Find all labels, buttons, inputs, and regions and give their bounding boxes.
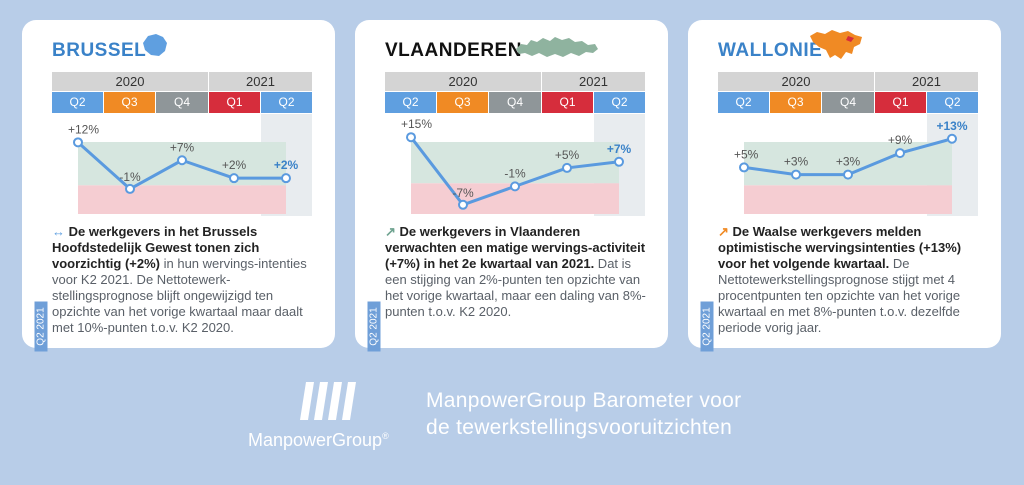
- data-label: +2%: [274, 158, 299, 172]
- footer-title-line-1: ManpowerGroup Barometer voor: [426, 389, 742, 412]
- quarter-cell: Q2: [718, 92, 769, 113]
- manpowergroup-logo-icon: [300, 382, 356, 420]
- wallonie-line-chart: +5% +3% +3% +9% +13%: [734, 114, 978, 216]
- description-bold: De werkgevers in het Brussels Hoofdstede…: [52, 224, 260, 271]
- card-vlaanderen: VLAANDEREN 2020 2021 Q2 Q3 Q4 Q1 Q2 +15%…: [355, 20, 668, 352]
- quarter-table: 2020 2021 Q2 Q3 Q4 Q1 Q2: [718, 72, 978, 114]
- data-point: [843, 169, 853, 180]
- wallonia-map-icon: [810, 30, 862, 59]
- card-description: ↗ De werkgevers in Vlaanderen verwachten…: [385, 224, 653, 320]
- data-label: +9%: [888, 133, 913, 147]
- data-label: +13%: [936, 119, 967, 133]
- quarter-table: 2020 2021 Q2 Q3 Q4 Q1 Q2: [52, 72, 312, 114]
- left-right-arrow-icon: ↔: [52, 224, 65, 239]
- year-2021-cell: 2021: [209, 72, 312, 91]
- region-title: BRUSSEL: [52, 40, 147, 61]
- quarter-cell: Q1: [209, 92, 260, 113]
- quarter-cell: Q3: [104, 92, 155, 113]
- data-point: [125, 183, 135, 194]
- data-label: +5%: [555, 148, 580, 162]
- data-point: [739, 162, 749, 173]
- data-label: +15%: [401, 117, 432, 131]
- data-point: [177, 155, 187, 166]
- description-normal: De Nettotewerkstellingsprognose stijgt m…: [718, 256, 961, 335]
- data-label: +3%: [836, 155, 861, 169]
- quarter-cell: Q2: [385, 92, 436, 113]
- card-description: ↗ De Waalse werkgevers melden optimistis…: [718, 224, 986, 336]
- quarter-cell: Q4: [156, 92, 208, 113]
- quarter-cell: Q2: [594, 92, 645, 113]
- year-2020-cell: 2020: [385, 72, 541, 91]
- data-point: [614, 156, 624, 167]
- data-label: -7%: [452, 186, 474, 200]
- quarter-cell: Q1: [875, 92, 926, 113]
- vlaanderen-line-chart: +15% -7% -1% +5% +7%: [401, 114, 645, 216]
- quarter-cell: Q4: [822, 92, 874, 113]
- data-point: [281, 173, 291, 184]
- data-point: [947, 133, 957, 144]
- year-2020-cell: 2020: [52, 72, 208, 91]
- data-point: [562, 162, 572, 173]
- data-point: [895, 148, 905, 159]
- region-title: VLAANDEREN: [385, 40, 522, 61]
- description-normal: Dat is een stijging van 2%-punten ten op…: [385, 256, 646, 319]
- positive-zone-band: [411, 142, 619, 184]
- data-label: +3%: [784, 155, 809, 169]
- flanders-map-icon: [516, 37, 598, 57]
- year-2020-cell: 2020: [718, 72, 874, 91]
- brand-text: ManpowerGroup: [248, 430, 383, 450]
- data-point: [406, 132, 416, 143]
- quarter-cell: Q1: [542, 92, 593, 113]
- card-wallonie: WALLONIË 2020 2021 Q2 Q3 Q4 Q1 Q2 +5% +3%…: [688, 20, 1001, 352]
- quarter-cell: Q4: [489, 92, 541, 113]
- description-normal: in hun wervings-intenties voor K2 2021. …: [52, 256, 307, 335]
- footer-title: ManpowerGroup Barometer voor de tewerkst…: [426, 387, 741, 441]
- data-label: -1%: [504, 166, 526, 180]
- data-label: -1%: [119, 170, 141, 184]
- negative-zone-band: [78, 185, 286, 214]
- quarter-table: 2020 2021 Q2 Q3 Q4 Q1 Q2: [385, 72, 645, 114]
- negative-zone-band: [744, 185, 952, 214]
- data-point: [73, 137, 83, 148]
- data-label: +7%: [607, 142, 632, 156]
- quarter-cell: Q3: [770, 92, 821, 113]
- period-side-tag: Q2 2021: [700, 301, 714, 352]
- year-2021-cell: 2021: [875, 72, 978, 91]
- brussels-map-icon: [143, 34, 167, 56]
- data-label: +12%: [68, 122, 99, 136]
- quarter-cell: Q2: [52, 92, 103, 113]
- region-title: WALLONIË: [718, 40, 823, 61]
- quarter-cell: Q2: [261, 92, 312, 113]
- trademark-sign: ®: [382, 431, 389, 441]
- data-label: +5%: [734, 147, 759, 161]
- footer-brand-name: ManpowerGroup®: [248, 430, 389, 451]
- data-label: +7%: [170, 140, 195, 154]
- data-point: [510, 181, 520, 192]
- data-point: [458, 199, 468, 210]
- description-bold: De Waalse werkgevers melden optimistisch…: [718, 224, 962, 271]
- period-side-tag: Q2 2021: [34, 301, 48, 352]
- year-2021-cell: 2021: [542, 72, 645, 91]
- up-right-arrow-icon: ↗: [718, 224, 729, 239]
- period-side-tag: Q2 2021: [367, 301, 381, 352]
- card-description: ↔ De werkgevers in het Brussels Hoofdste…: [52, 224, 320, 336]
- data-label: +2%: [222, 158, 247, 172]
- brussel-line-chart: +12% -1% +7% +2% +2%: [68, 114, 312, 216]
- card-brussel: BRUSSEL 2020 2021 Q2 Q3 Q4 Q1 Q2 +12% -1%…: [22, 20, 335, 352]
- description-bold: De werkgevers in Vlaanderen verwachten e…: [385, 224, 646, 271]
- up-right-arrow-icon: ↗: [385, 224, 396, 239]
- data-point: [229, 173, 239, 184]
- quarter-cell: Q3: [437, 92, 488, 113]
- quarter-cell: Q2: [927, 92, 978, 113]
- data-point: [791, 169, 801, 180]
- footer-title-line-2: de tewerkstellingsvooruitzichten: [426, 416, 733, 439]
